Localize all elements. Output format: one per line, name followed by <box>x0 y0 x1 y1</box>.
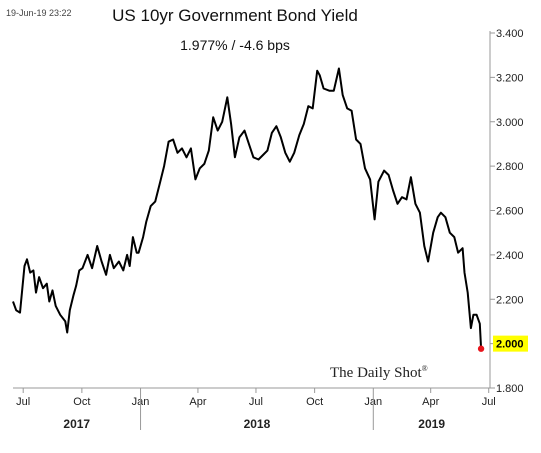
chart-subtitle: 1.977% / -4.6 bps <box>180 37 290 53</box>
last-value-label: 2.000 <box>496 339 524 351</box>
year-label: 2018 <box>244 417 271 431</box>
y-tick-label: 3.200 <box>496 72 524 84</box>
yield-line <box>12 67 483 349</box>
watermark-text: The Daily Shot <box>330 365 422 381</box>
y-tick-label: 1.800 <box>496 383 524 395</box>
chart-title: US 10yr Government Bond Yield <box>112 6 358 25</box>
x-tick-label: Apr <box>189 396 206 408</box>
x-tick-label: Jul <box>482 396 496 408</box>
x-tick-label: Oct <box>306 396 323 408</box>
y-tick-label: 2.600 <box>496 206 524 218</box>
last-value-label-bg <box>493 335 528 352</box>
x-tick-label: Jul <box>16 396 30 408</box>
year-label: 2017 <box>63 417 90 431</box>
y-tick-label: 2.400 <box>496 250 524 262</box>
year-label: 2019 <box>418 417 445 431</box>
chart-markers: 2.000 <box>477 335 528 352</box>
chart-axes: 1.800 2.000 2.200 2.400 2.600 2.800 3.000 3.200… <box>13 28 524 431</box>
x-tick-label: Apr <box>422 396 439 408</box>
y-tick-label: 3.000 <box>496 117 524 129</box>
timestamp: 19-Jun-19 23:22 <box>6 8 72 18</box>
watermark-mark: ® <box>421 364 428 373</box>
x-tick-label: Oct <box>73 396 90 408</box>
watermark: The Daily Shot® <box>330 364 428 382</box>
y-tick-label: 3.400 <box>496 28 524 40</box>
y-tick-label: 2.200 <box>496 294 524 306</box>
x-tick-label: Jul <box>249 396 263 408</box>
y-tick-label: 2.800 <box>496 161 524 173</box>
last-value-point <box>477 345 485 352</box>
